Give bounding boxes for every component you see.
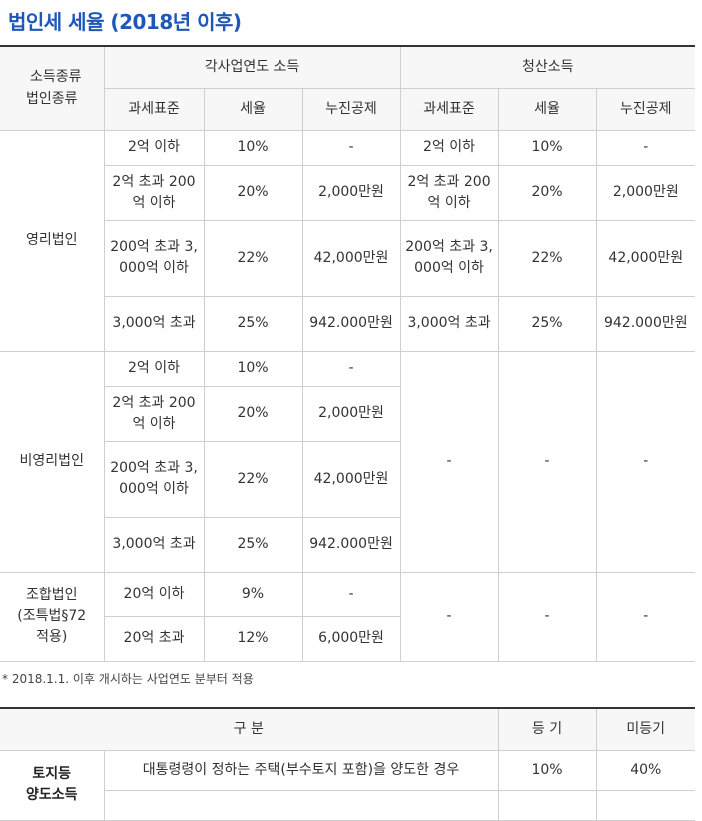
table-row: 20억 초과 12% 6,000만원 <box>0 615 695 662</box>
tax-rate-cell: 20% <box>203 385 303 442</box>
page-title: 법인세 세율 (2018년 이후) <box>8 10 242 34</box>
tax-base-cell: 200억 초과 3,000억 이하 <box>104 440 205 518</box>
coop-corp-label: 조합법인 (조특법§72 적용) <box>0 571 105 662</box>
land-row-unregistered-rate: 40% <box>595 749 695 791</box>
liq-tax-base-cell: 200억 초과 3,000억 이하 <box>399 219 499 297</box>
header-deduction: 누진공제 <box>301 87 401 131</box>
tax-base-cell: 200억 초과 3,000억 이하 <box>104 219 205 297</box>
land-transfer-label: 토지등 양도소득 <box>0 749 105 821</box>
table-row <box>0 789 695 821</box>
table-row: 비영리법인 2억 이하 10% - - - - <box>0 350 696 573</box>
deduction-cell: 42,000만원 <box>301 440 401 518</box>
deduction-cell: 2,000만원 <box>301 164 401 221</box>
deduction-cell: 942.000만원 <box>301 516 401 573</box>
liq-tax-rate-cell: 10% <box>497 129 597 166</box>
liq-tax-base-cell: 2억 이하 <box>399 129 499 166</box>
deduction-cell: - <box>301 571 401 617</box>
header-liq-tax-base: 과세표준 <box>399 87 499 131</box>
header-business-income: 각사업연도 소득 <box>103 45 401 89</box>
liq-tax-rate-cell: - <box>497 350 597 573</box>
header-registered: 등 기 <box>497 707 597 751</box>
corporate-tax-rate-table: 소득종류 법인종류 각사업연도 소득 청산소득 과세표준 세율 누진공제 과세표… <box>0 45 696 662</box>
liq-tax-base-cell: 3,000억 초과 <box>399 295 499 352</box>
table-row: 200억 초과 3,000억 이하 22% 42,000만원 <box>0 440 695 518</box>
deduction-cell: 6,000만원 <box>301 615 401 662</box>
tax-rate-cell: 25% <box>203 516 303 573</box>
liq-tax-base-cell: 2억 초과 200억 이하 <box>399 164 499 221</box>
land-label-line2: 양도소득 <box>25 787 78 803</box>
table-row: 200억 초과 3,000억 이하 22% 42,000만원 200억 초과 3… <box>0 219 696 297</box>
tax-base-cell: 3,000억 초과 <box>104 516 205 573</box>
header-tax-rate: 세율 <box>203 87 303 131</box>
header-unregistered: 미등기 <box>595 707 695 751</box>
table-row: 3,000억 초과 25% 942.000만원 3,000억 초과 25% 94… <box>0 295 696 352</box>
header-liquidation-income: 청산소득 <box>399 45 696 89</box>
header-tax-base: 과세표준 <box>104 87 205 131</box>
tax-base-cell: 2억 이하 <box>103 129 205 166</box>
corner-header-cell: 소득종류 법인종류 <box>0 45 105 131</box>
deduction-cell: 2,000만원 <box>301 385 401 442</box>
tax-base-cell: 20억 이하 <box>103 571 205 617</box>
tax-rate-cell: 12% <box>203 615 303 662</box>
tax-rate-cell: 10% <box>203 129 303 166</box>
table-row: 2억 초과 200억 이하 20% 2,000만원 2억 초과 200억 이하 … <box>0 164 696 221</box>
tax-base-cell: 2억 초과 200억 이하 <box>104 164 205 221</box>
header-division: 구 분 <box>0 707 499 751</box>
tax-rate-cell: 22% <box>203 219 303 297</box>
tax-rate-cell: 22% <box>203 440 303 518</box>
land-transfer-tax-table: 구 분 등 기 미등기 토지등 양도소득 대통령령이 정하는 주택(부수토지 포… <box>0 707 695 821</box>
tax-base-cell: 3,000억 초과 <box>104 295 205 352</box>
liq-deduction-cell: - <box>595 350 696 573</box>
liq-deduction-cell: 2,000만원 <box>595 164 696 221</box>
land-label-line1: 토지등 <box>32 766 72 782</box>
liq-tax-rate-cell: 25% <box>497 295 597 352</box>
coop-label-line3: 적용) <box>36 629 68 645</box>
tax-rate-cell: 25% <box>203 295 303 352</box>
header-liq-deduction: 누진공제 <box>595 87 696 131</box>
deduction-cell: - <box>301 350 401 387</box>
deduction-cell: 942.000만원 <box>301 295 401 352</box>
land-row-empty <box>104 789 499 821</box>
tax-base-cell: 20억 초과 <box>104 615 205 662</box>
liq-tax-rate-cell: 20% <box>497 164 597 221</box>
liq-tax-rate-cell: 22% <box>497 219 597 297</box>
tax-rate-cell: 10% <box>203 350 303 387</box>
liq-deduction-cell: - <box>595 571 696 662</box>
deduction-cell: - <box>301 129 401 166</box>
table-row: 조합법인 (조특법§72 적용) 20억 이하 9% - - - - <box>0 571 696 662</box>
tax-rate-cell: 9% <box>203 571 303 617</box>
liq-deduction-cell: 42,000만원 <box>595 219 696 297</box>
corner-income-type: 소득종류 <box>30 69 82 86</box>
table-row: 영리법인 2억 이하 10% - 2억 이하 10% - <box>0 129 696 352</box>
table-row: 토지등 양도소득 대통령령이 정하는 주택(부수토지 포함)을 양도한 경우 1… <box>0 749 695 821</box>
liq-tax-rate-cell: - <box>497 571 597 662</box>
deduction-cell: 42,000만원 <box>301 219 401 297</box>
coop-label-line2: (조특법§72 <box>17 608 87 624</box>
land-row-registered-rate: 10% <box>497 749 597 791</box>
corner-corp-type: 법인종류 <box>26 91 78 108</box>
land-row-empty <box>595 789 695 821</box>
liq-tax-base-cell: - <box>399 350 499 573</box>
liq-deduction-cell: 942.000만원 <box>595 295 696 352</box>
profit-corp-label: 영리법인 <box>0 129 105 352</box>
liq-tax-base-cell: - <box>399 571 499 662</box>
land-row-empty <box>497 789 597 821</box>
liq-deduction-cell: - <box>595 129 696 166</box>
coop-label-line1: 조합법인 <box>25 587 78 603</box>
tax-base-cell: 2억 이하 <box>103 350 205 387</box>
footnote: * 2018.1.1. 이후 개시하는 사업연도 분부터 적용 <box>2 672 254 686</box>
land-row-description: 대통령령이 정하는 주택(부수토지 포함)을 양도한 경우 <box>103 749 499 791</box>
tax-base-cell: 2억 초과 200억 이하 <box>104 385 205 442</box>
header-liq-tax-rate: 세율 <box>497 87 597 131</box>
nonprofit-corp-label: 비영리법인 <box>0 350 105 573</box>
tax-rate-cell: 20% <box>203 164 303 221</box>
